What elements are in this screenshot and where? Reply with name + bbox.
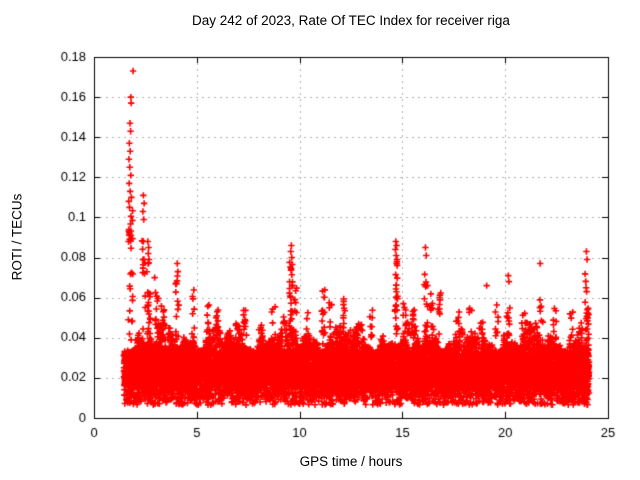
y-axis-label: ROTI / TECUs <box>9 193 25 281</box>
x-axis-label: GPS time / hours <box>299 454 403 469</box>
chart-title: Day 242 of 2023, Rate Of TEC Index for r… <box>192 13 510 28</box>
